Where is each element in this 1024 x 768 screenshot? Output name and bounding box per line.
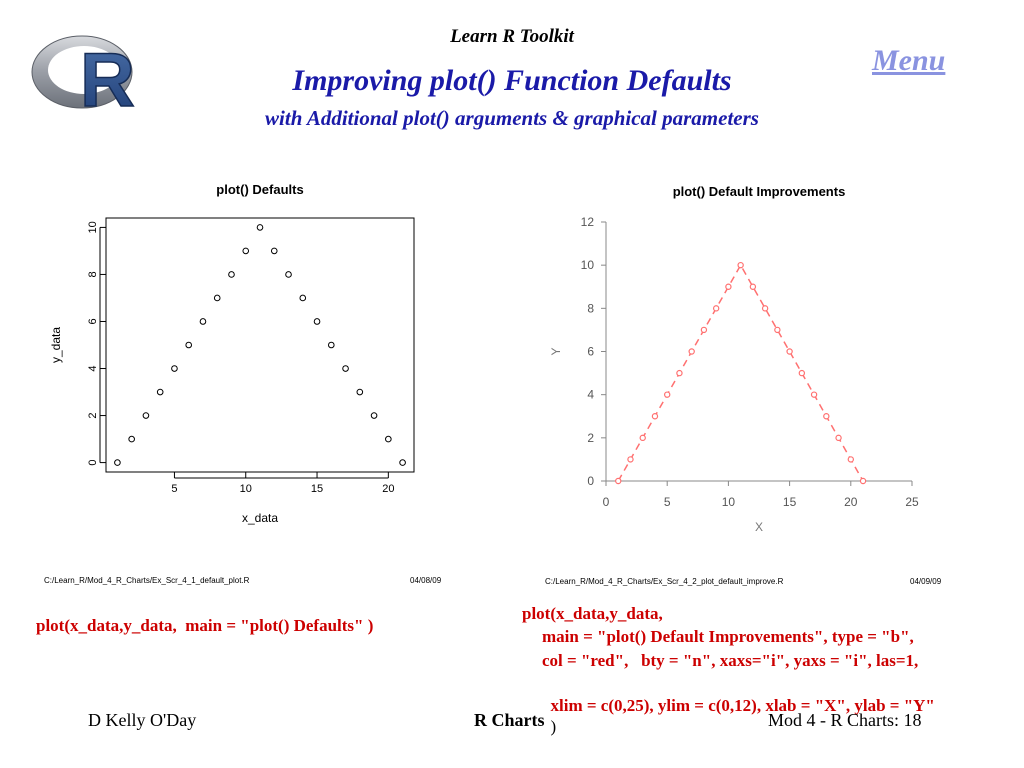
data-point [639, 434, 646, 442]
page-title: Improving plot() Function Defaults [292, 64, 732, 97]
data-point [171, 365, 178, 372]
right-plot-file-path: C:/Learn_R/Mod_4_R_Charts/Ex_Scr_4_2_plo… [545, 577, 784, 586]
y-tick-label: 4 [587, 388, 594, 402]
x-tick-label: 0 [603, 495, 610, 509]
data-point [786, 348, 793, 355]
improved-plot-chart: plot() Default Improvements 0 5 10 15 20 25 0 2 4… [549, 184, 919, 534]
y-tick-label: 2 [587, 431, 594, 445]
data-point [199, 318, 207, 325]
data-point [761, 305, 769, 312]
data-point [385, 435, 392, 443]
data-point [627, 456, 634, 463]
data-point [859, 477, 867, 485]
chart-title: plot() Defaults [216, 182, 303, 197]
x-tick-label: 20 [382, 483, 394, 495]
y-axis-label: y_data [49, 327, 63, 363]
data-point [228, 271, 235, 278]
data-point [823, 413, 830, 420]
right-code-line-1: plot(x_data,y_data, [522, 604, 663, 623]
data-point [798, 369, 806, 377]
menu-link[interactable]: Menu [872, 44, 946, 77]
y-tick-label: 6 [87, 318, 99, 324]
x-tick-label: 10 [722, 495, 736, 509]
toolkit-title: Learn R Toolkit [450, 26, 574, 47]
data-point [185, 341, 193, 349]
x-tick-label: 10 [240, 483, 252, 495]
y-tick-label: 8 [87, 271, 99, 277]
page-subtitle: with Additional plot() arguments & graph… [265, 106, 759, 130]
right-code-line-4-text: xlim = c(0,25), ylim = c(0,12), xlab = "… [550, 696, 935, 715]
r-logo: R [31, 35, 136, 120]
right-plot-date: 04/09/09 [910, 577, 942, 586]
right-code-line-4: xlim = c(0,25), ylim = c(0,12), xlab = "… [542, 674, 935, 737]
data-point [285, 271, 292, 278]
left-plot-file-path: C:/Learn_R/Mod_4_R_Charts/Ex_Scr_4_1_def… [44, 576, 250, 585]
data-point [774, 326, 781, 334]
y-tick-label: 8 [587, 301, 594, 315]
left-plot-date: 04/08/09 [410, 576, 442, 585]
data-point [128, 435, 135, 443]
right-code-line-4-close: ) [550, 717, 557, 736]
series-line [617, 263, 864, 482]
right-code-line-2: main = "plot() Default Improvements", ty… [542, 627, 914, 646]
data-point [270, 247, 278, 255]
y-axis-label: Y [549, 347, 563, 355]
x-tick-label: 5 [171, 483, 177, 495]
footer-page-number: Mod 4 - R Charts: 18 [768, 710, 922, 730]
x-axis-label: X [755, 520, 763, 534]
x-axis-label: x_data [242, 511, 278, 525]
data-point [688, 348, 695, 355]
chart-title: plot() Default Improvements [673, 184, 846, 199]
data-point [615, 477, 622, 485]
data-point [700, 326, 708, 334]
data-point [749, 283, 757, 290]
data-point [213, 294, 221, 302]
data-point [725, 283, 732, 290]
data-point [299, 294, 307, 302]
x-tick-label: 25 [905, 495, 919, 509]
data-point [737, 261, 744, 269]
data-point [342, 365, 349, 372]
footer-author: D Kelly O'Day [88, 710, 197, 730]
y-tick-label: 12 [581, 215, 595, 229]
footer-center: R Charts [474, 710, 545, 730]
x-tick-label: 15 [311, 483, 323, 495]
data-point [810, 391, 818, 398]
data-point [847, 456, 854, 463]
default-plot-chart: plot() Defaults 5 10 15 20 0 2 4 6 8 10 x_data y_dat… [49, 182, 415, 525]
x-tick-label: 20 [844, 495, 858, 509]
data-point [256, 224, 264, 231]
y-tick-label: 0 [587, 474, 594, 488]
data-point [676, 369, 683, 377]
x-tick-label: 15 [783, 495, 797, 509]
y-tick-label: 10 [581, 258, 595, 272]
data-point [313, 318, 321, 325]
data-point [712, 305, 720, 312]
data-point [327, 341, 335, 349]
y-tick-label: 10 [87, 221, 99, 233]
data-point [156, 388, 164, 396]
y-tick-label: 4 [87, 365, 99, 371]
y-tick-label: 2 [87, 412, 99, 418]
data-point [651, 413, 659, 420]
logo-letter: R [80, 38, 135, 120]
data-point [399, 459, 406, 466]
data-point [142, 412, 150, 419]
plot-box [105, 217, 415, 473]
data-point [663, 391, 671, 398]
data-point [835, 434, 842, 442]
y-tick-label: 6 [587, 345, 594, 359]
data-point [370, 412, 378, 419]
data-point [242, 247, 250, 255]
left-code: plot(x_data,y_data, main = "plot() Defau… [36, 616, 374, 635]
x-tick-label: 5 [664, 495, 671, 509]
data-point [356, 388, 364, 396]
data-point [114, 459, 121, 466]
y-tick-label: 0 [87, 460, 99, 466]
right-code-line-3: col = "red", bty = "n", xaxs="i", yaxs =… [542, 651, 919, 670]
